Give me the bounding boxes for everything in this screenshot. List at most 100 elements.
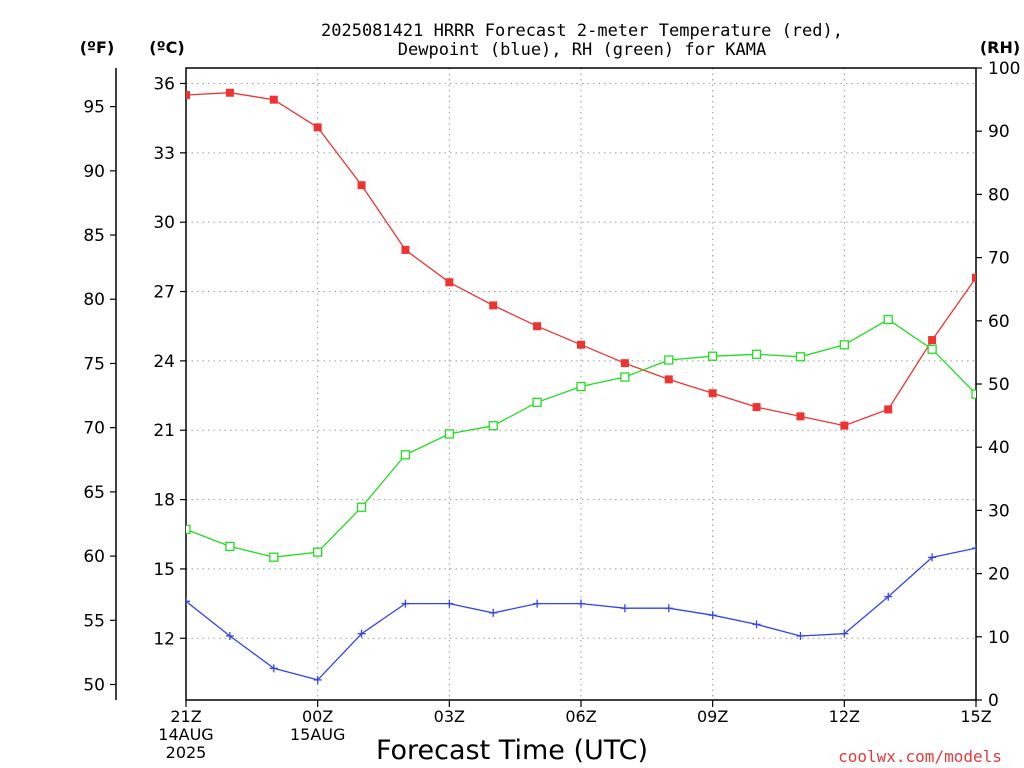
rh-point: [883, 314, 893, 325]
celsius-tick-label: 24: [153, 352, 175, 372]
rh-point: [839, 340, 849, 350]
rh-point: [269, 552, 279, 562]
rh-point: [400, 450, 411, 460]
rh-tick-label: 20: [988, 565, 1010, 585]
celsius-tick-label: 18: [153, 491, 175, 511]
temperature-point: [708, 389, 717, 398]
rh-point: [751, 349, 762, 359]
temperature-point: [186, 91, 190, 100]
temperature-point: [401, 245, 410, 254]
rh-point: [971, 389, 976, 399]
temperature-point: [840, 421, 849, 430]
rh-tick-label: 10: [988, 628, 1010, 648]
dewpoint-point: [357, 629, 366, 638]
celsius-tick-label: 15: [153, 560, 175, 580]
fahrenheit-tick-label: 85: [83, 226, 105, 246]
rh-unit-label: (RH): [980, 38, 1020, 57]
rh-point: [708, 351, 718, 361]
watermark-text: coolwx.com/models: [838, 747, 1002, 766]
rh-point: [620, 372, 630, 382]
dewpoint-point: [796, 631, 805, 640]
rh-point: [488, 421, 498, 431]
dewpoint-point: [884, 592, 893, 601]
rh-tick-label: 40: [988, 438, 1010, 458]
rh-series: [186, 314, 976, 562]
fahrenheit-tick-label: 90: [83, 162, 105, 182]
temperature-point: [884, 405, 893, 414]
rh-point: [356, 502, 367, 512]
temperature-point: [357, 181, 366, 190]
x-tick-label: 09Z: [697, 707, 728, 726]
rh-point: [927, 344, 937, 354]
dewpoint-point: [577, 599, 585, 608]
x-tick-label: 2025: [166, 743, 207, 762]
dewpoint-point: [269, 664, 278, 673]
gridlines: [186, 68, 976, 700]
dewpoint-point: [664, 604, 673, 613]
dewpoint-point: [708, 611, 717, 620]
celsius-tick-label: 12: [153, 629, 175, 649]
celsius-tick-label: 33: [153, 144, 175, 164]
fahrenheit-tick-label: 80: [83, 290, 105, 310]
rh-point: [576, 381, 586, 392]
chart-title-line2: Dewpoint (blue), RH (green) for KAMA: [398, 40, 766, 60]
celsius-unit-label: (ºC): [149, 38, 184, 57]
x-tick-label: 12Z: [829, 707, 860, 726]
rh-point: [225, 541, 235, 552]
dewpoint-point: [972, 544, 976, 553]
fahrenheit-tick-label: 65: [83, 483, 105, 503]
dewpoint-point: [225, 631, 234, 640]
temperature-point: [577, 340, 585, 349]
temperature-point: [225, 88, 234, 97]
series: [186, 88, 976, 684]
rh-tick-label: 50: [988, 375, 1010, 395]
x-tick-label: 06Z: [565, 707, 596, 726]
rh-tick-label: 70: [988, 249, 1010, 269]
temperature-point: [796, 412, 805, 421]
dewpoint-point: [489, 608, 498, 617]
fahrenheit-tick-label: 75: [83, 354, 105, 374]
dewpoint-point: [445, 599, 454, 608]
fahrenheit-tick-label: 70: [83, 419, 105, 439]
fahrenheit-tick-label: 95: [83, 98, 105, 118]
x-tick-label: 15Z: [960, 707, 991, 726]
dewpoint-point: [313, 675, 322, 684]
rh-point: [186, 524, 191, 535]
rh-tick-label: 80: [988, 185, 1010, 205]
dewpoint-point: [840, 629, 849, 638]
temperature-point: [620, 359, 629, 368]
temperature-point: [313, 123, 322, 132]
chart-title-line1: 2025081421 HRRR Forecast 2-meter Tempera…: [321, 21, 843, 41]
temperature-point: [752, 403, 761, 412]
celsius-tick-label: 30: [153, 213, 175, 233]
dewpoint-point: [752, 620, 761, 629]
dewpoint-point: [928, 553, 937, 562]
dewpoint-point: [533, 599, 542, 608]
x-tick-label: 21Z: [170, 707, 201, 726]
axes: 5055606570758085909512151821242730333601…: [83, 59, 1020, 762]
dewpoint-point: [186, 597, 190, 606]
temperature-series: [186, 88, 976, 430]
x-tick-label: 14AUG: [158, 725, 213, 744]
temperature-point: [445, 278, 454, 287]
rh-point: [532, 397, 542, 407]
temperature-point: [972, 273, 976, 282]
rh-point: [313, 547, 323, 557]
fahrenheit-tick-label: 60: [83, 547, 105, 567]
x-tick-label: 15AUG: [290, 725, 345, 744]
rh-point: [664, 355, 674, 365]
dewpoint-point: [401, 599, 410, 608]
rh-tick-label: 90: [988, 122, 1010, 142]
rh-tick-label: 60: [988, 312, 1010, 332]
temperature-point: [533, 322, 542, 331]
celsius-tick-label: 21: [153, 421, 175, 441]
rh-tick-label: 0: [988, 691, 999, 711]
temperature-point: [269, 95, 278, 104]
fahrenheit-unit-label: (ºF): [80, 38, 115, 57]
fahrenheit-tick-label: 50: [83, 676, 105, 696]
fahrenheit-tick-label: 55: [83, 611, 105, 631]
celsius-tick-label: 36: [153, 74, 175, 94]
celsius-tick-label: 27: [153, 283, 175, 303]
